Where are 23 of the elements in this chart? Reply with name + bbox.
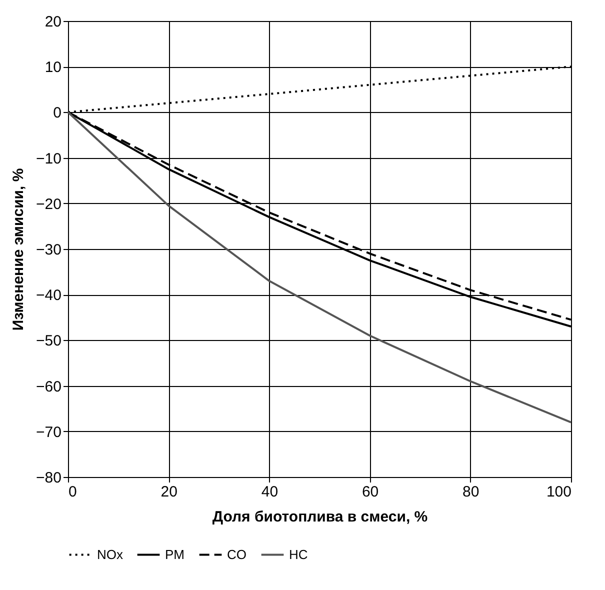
x-tick-label: 100 [546, 484, 572, 500]
y-tick-label: −70 [36, 424, 62, 441]
y-tick-label: −20 [36, 196, 62, 213]
y-tick-label: −30 [36, 242, 62, 258]
y-tick-label: 0 [53, 104, 62, 122]
y-tick-label: −80 [36, 470, 62, 486]
x-axis-title: Доля биотоплива в смеси, % [212, 508, 428, 526]
y-tick-label: −60 [36, 378, 62, 396]
x-tick-label: 20 [160, 484, 178, 500]
y-tick-label: 10 [44, 59, 62, 76]
y-tick-label: −10 [36, 150, 62, 168]
x-tick-label: 40 [261, 484, 278, 500]
legend-label: PM [165, 546, 184, 562]
y-tick-label: −50 [36, 332, 62, 350]
x-tick-label: 80 [462, 484, 480, 500]
x-tick-label: 0 [68, 484, 77, 500]
y-axis-title: Изменение эмисии, % [10, 168, 28, 331]
x-tick-label: 60 [362, 484, 379, 500]
legend-label: HC [289, 546, 308, 562]
y-tick-label: −40 [36, 287, 62, 304]
y-tick-label: 20 [44, 14, 62, 30]
legend-label: CO [227, 546, 246, 562]
legend-label: NOx [97, 546, 124, 562]
